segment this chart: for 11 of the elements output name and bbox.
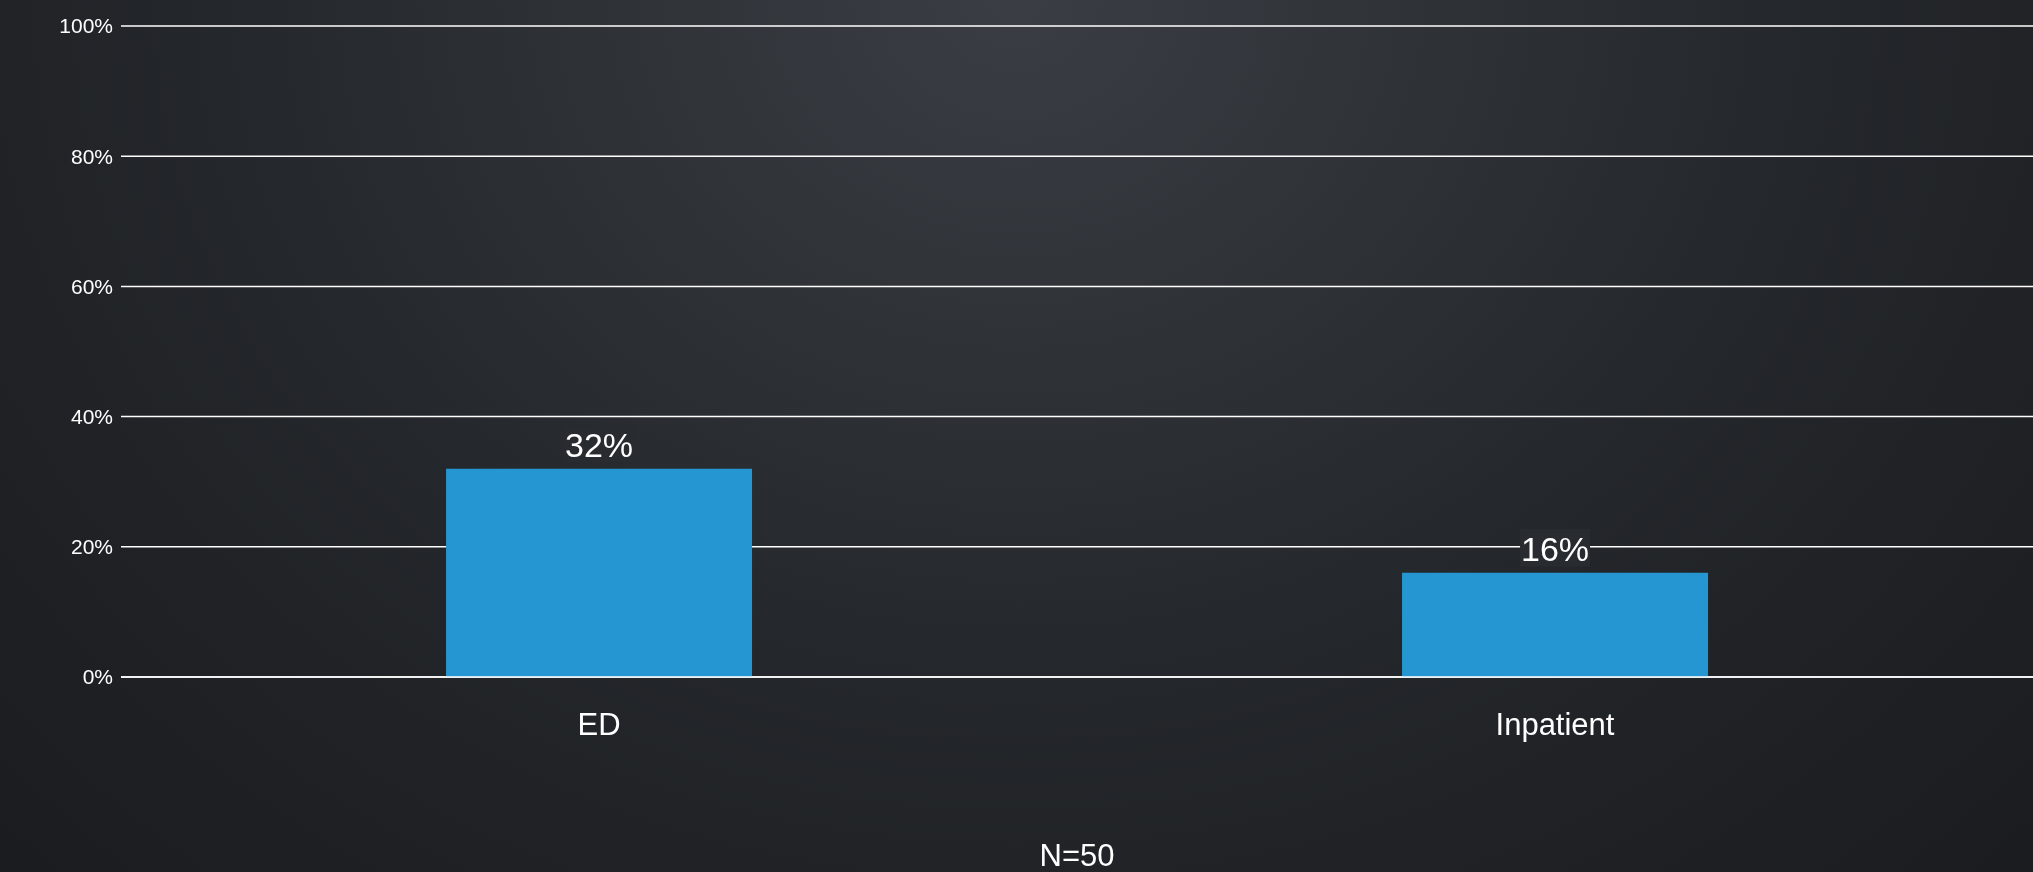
data-label: 32% [565,425,634,464]
x-tick-label: Inpatient [1495,707,1615,743]
y-tick-label: 100% [59,14,113,38]
y-tick-label: 0% [82,665,113,689]
y-tick-label: 60% [70,274,113,298]
y-tick-label: 80% [70,144,113,168]
x-axis-title: N=50 [1039,838,1115,872]
y-tick-label: 20% [70,535,113,559]
x-tick-label: ED [577,707,621,743]
y-tick-label: 40% [70,405,113,429]
data-label: 16% [1521,529,1590,568]
